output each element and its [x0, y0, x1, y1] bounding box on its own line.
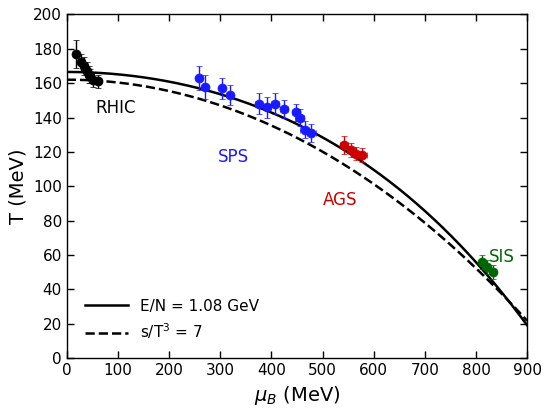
- Y-axis label: T (MeV): T (MeV): [8, 149, 28, 224]
- Text: SPS: SPS: [218, 149, 249, 166]
- Text: AGS: AGS: [322, 191, 357, 210]
- Text: RHIC: RHIC: [95, 99, 135, 117]
- X-axis label: $\mu_B$ (MeV): $\mu_B$ (MeV): [254, 383, 340, 407]
- Text: SIS: SIS: [489, 248, 515, 266]
- Legend: E/N = 1.08 GeV, s/T$^3$ = 7: E/N = 1.08 GeV, s/T$^3$ = 7: [79, 293, 265, 347]
